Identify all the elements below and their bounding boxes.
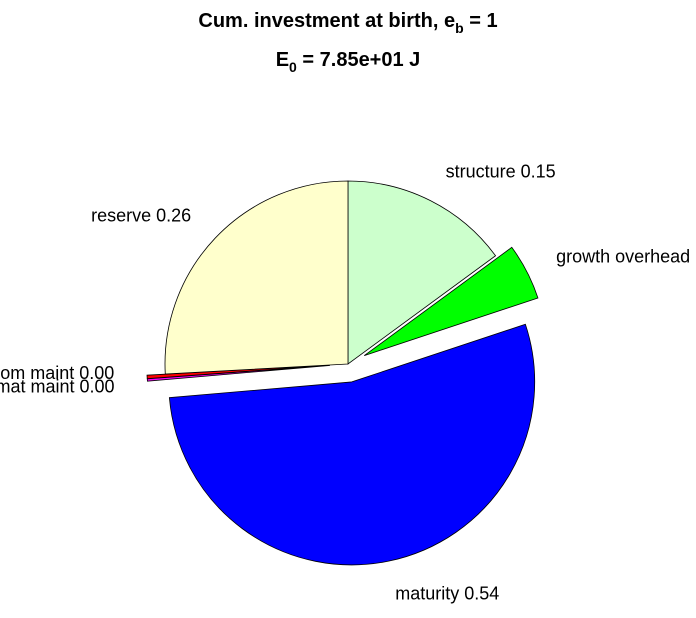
pie-slices: [146, 180, 539, 566]
pie-label-reserve: reserve 0.26: [91, 206, 191, 226]
chart-title-line-2: E0 = 7.85e+01 J: [276, 49, 421, 75]
pie-label-mat-maint: mat maint 0.00: [0, 377, 115, 397]
pie-slice-maturity: [168, 323, 536, 566]
pie-slice-growth-overhead: [364, 246, 539, 356]
pie-label-maturity: maturity 0.54: [395, 583, 499, 603]
pie-slice-structure: [347, 180, 497, 365]
pie-label-growth-overhead: growth overhead: [556, 247, 690, 267]
pie-label-som-maint: som maint 0.00: [0, 363, 114, 383]
pie-label-structure: structure 0.15: [446, 161, 556, 181]
pie-slice-som-maint: [146, 364, 330, 380]
pie-slice-reserve: [164, 180, 349, 375]
chart-title-line-1: Cum. investment at birth, eb = 1: [198, 10, 497, 36]
pie-labels: structure 0.15 growth overhead maturity 0.…: [0, 161, 690, 603]
